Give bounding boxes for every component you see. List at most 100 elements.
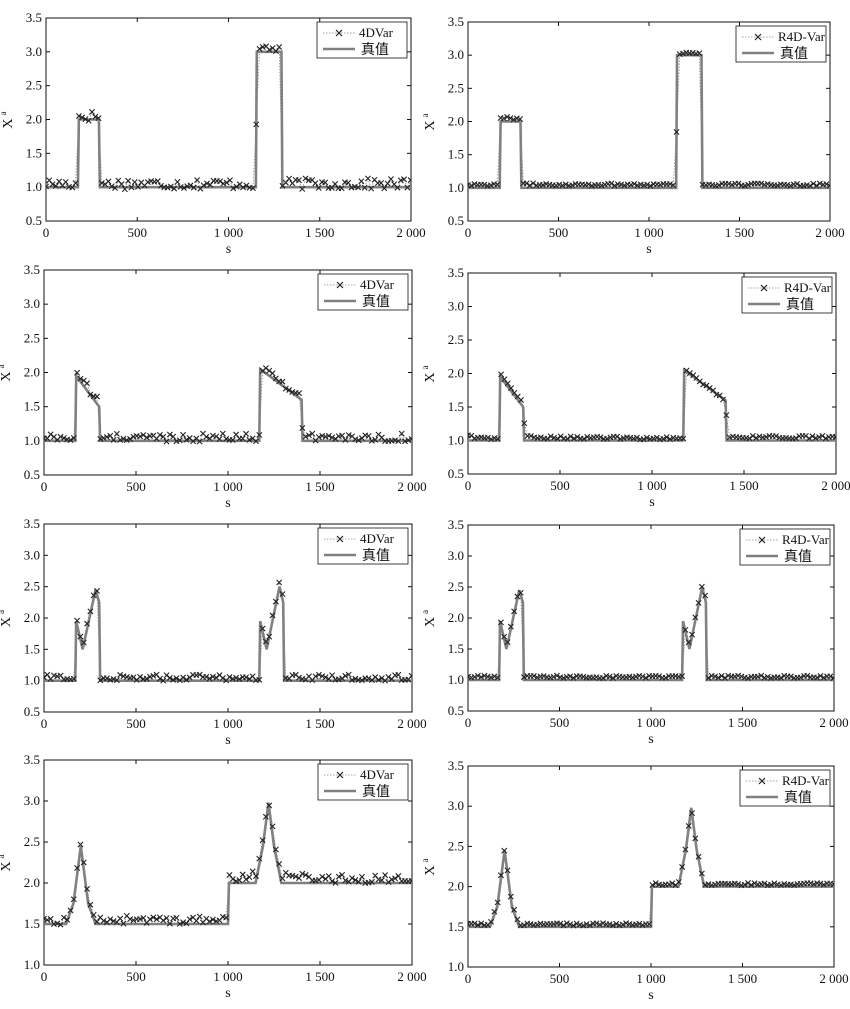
x-axis-label: s bbox=[225, 733, 230, 748]
series-point-estimate bbox=[387, 176, 394, 183]
series-point-estimate bbox=[468, 182, 475, 189]
series-point-estimate bbox=[695, 853, 702, 860]
series-point-estimate bbox=[137, 433, 144, 440]
y-axis-label-superscript: a bbox=[0, 112, 8, 116]
series-point-estimate bbox=[117, 671, 124, 678]
series-point-estimate bbox=[143, 675, 150, 682]
series-point-estimate bbox=[128, 184, 135, 191]
y-tick-label: 0.5 bbox=[24, 467, 40, 482]
series-point-estimate bbox=[226, 177, 233, 184]
series-point-estimate bbox=[507, 893, 514, 900]
x-axis-label: s bbox=[649, 495, 654, 510]
x-tick-label: 1 500 bbox=[305, 479, 334, 494]
x-tick-label: 2 000 bbox=[397, 479, 426, 494]
y-axis-label: X bbox=[0, 371, 14, 381]
series-point-estimate bbox=[832, 434, 836, 441]
series-point-estimate bbox=[180, 919, 187, 926]
series-point-estimate bbox=[471, 920, 478, 927]
series-point-estimate bbox=[749, 432, 756, 439]
series-point-estimate bbox=[397, 177, 404, 184]
series-point-estimate bbox=[219, 675, 226, 682]
series-point-estimate bbox=[121, 186, 128, 193]
series-point-estimate bbox=[663, 434, 670, 441]
series-point-estimate bbox=[187, 182, 194, 189]
series-point-estimate bbox=[157, 182, 164, 189]
legend-box bbox=[735, 25, 827, 63]
series-point-estimate bbox=[229, 436, 236, 443]
series-point-estimate bbox=[77, 633, 84, 640]
y-axis-label: X bbox=[0, 861, 14, 871]
series-point-estimate bbox=[735, 180, 742, 187]
series-point-estimate bbox=[484, 434, 491, 441]
y-tick-label: 2.5 bbox=[24, 330, 40, 345]
series-point-estimate bbox=[804, 672, 811, 679]
series-point-estimate bbox=[130, 674, 137, 681]
x-tick-label: 0 bbox=[41, 479, 48, 494]
series-point-estimate bbox=[680, 435, 687, 442]
series-point-estimate bbox=[820, 881, 827, 888]
y-tick-label: 0.5 bbox=[448, 466, 464, 481]
series-point-estimate bbox=[669, 880, 676, 887]
series-point-estimate bbox=[137, 916, 144, 923]
y-axis-label-superscript: a bbox=[420, 859, 430, 863]
series-point-estimate bbox=[569, 182, 576, 189]
x-tick-label: 500 bbox=[126, 716, 146, 731]
y-axis-label-superscript: a bbox=[0, 610, 6, 614]
x-tick-label: 1 000 bbox=[637, 478, 666, 493]
x-tick-label: 1 500 bbox=[728, 971, 757, 986]
series-point-estimate bbox=[491, 908, 498, 915]
series-point-estimate bbox=[787, 182, 794, 189]
legend: R4D-Var 真值 bbox=[739, 769, 831, 807]
series-point-estimate bbox=[758, 672, 765, 679]
series-point-estimate bbox=[339, 871, 346, 878]
series-point-estimate bbox=[206, 675, 213, 682]
series-point-estimate bbox=[312, 673, 319, 680]
series-point-estimate bbox=[619, 921, 626, 928]
y-tick-label: 1.0 bbox=[24, 957, 40, 972]
series-point-estimate bbox=[110, 918, 117, 925]
legend-swatch-estimate-marker bbox=[758, 536, 766, 544]
series-point-estimate bbox=[190, 184, 197, 191]
series-point-estimate bbox=[243, 674, 250, 681]
series-point-estimate bbox=[249, 185, 256, 192]
legend-label-estimate: 4DVar bbox=[360, 277, 395, 292]
legend-label-truth: 真值 bbox=[362, 784, 390, 800]
x-tick-label: 0 bbox=[465, 225, 472, 240]
series-point-estimate bbox=[70, 896, 77, 903]
series-point-estimate bbox=[488, 436, 495, 443]
legend-box bbox=[317, 763, 409, 801]
series-point-estimate bbox=[498, 371, 505, 378]
series-point-estimate bbox=[299, 424, 306, 431]
series-point-estimate bbox=[120, 920, 127, 927]
series-point-estimate bbox=[90, 592, 97, 599]
series-point-estimate bbox=[764, 673, 771, 680]
series-point-estimate bbox=[404, 184, 411, 191]
series-line-truth bbox=[44, 802, 412, 926]
series-point-estimate bbox=[557, 433, 564, 440]
series-point-estimate bbox=[44, 916, 51, 923]
series-point-estimate bbox=[47, 431, 54, 438]
series-point-estimate bbox=[820, 674, 827, 681]
legend: 4DVar 真值 bbox=[317, 527, 409, 565]
series-point-estimate bbox=[679, 863, 686, 870]
series-point-estimate bbox=[174, 178, 181, 185]
plot-content bbox=[44, 365, 412, 445]
series-point-estimate bbox=[130, 917, 137, 924]
series-point-estimate bbox=[312, 180, 319, 187]
legend-label-truth: 真值 bbox=[362, 548, 390, 564]
series-point-estimate bbox=[823, 181, 830, 188]
series-point-estimate bbox=[728, 181, 735, 188]
series-point-estimate bbox=[120, 435, 127, 442]
series-point-estimate bbox=[309, 430, 316, 437]
series-point-estimate bbox=[381, 185, 388, 192]
series-point-estimate bbox=[478, 920, 485, 927]
series-point-estimate bbox=[84, 380, 91, 387]
series-point-estimate bbox=[57, 433, 64, 440]
y-tick-label: 3.0 bbox=[448, 798, 464, 813]
series-point-estimate bbox=[299, 870, 306, 877]
series-point-estimate bbox=[252, 873, 259, 880]
series-point-estimate bbox=[262, 638, 269, 645]
series-point-estimate bbox=[82, 116, 89, 123]
series-point-estimate bbox=[507, 623, 514, 630]
x-tick-label: 1 000 bbox=[634, 225, 663, 240]
